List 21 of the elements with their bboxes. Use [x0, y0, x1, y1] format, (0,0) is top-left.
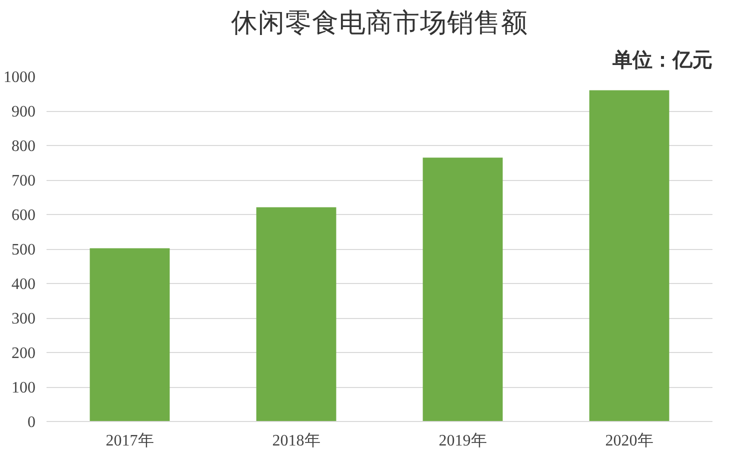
text: 单位：亿元: [612, 48, 712, 72]
chart-title: 休闲零食电商市场销售额: [231, 8, 528, 38]
y-tick-label: 900: [12, 104, 36, 120]
y-tick-label: 100: [12, 380, 36, 396]
bar: [90, 248, 170, 422]
bar: [256, 207, 336, 422]
y-tick-label: 300: [12, 310, 36, 328]
y-tick-label: 400: [12, 276, 36, 293]
x-tick-label: 2017年: [106, 432, 154, 450]
bar: [422, 158, 503, 422]
y-tick-label: 0: [28, 414, 36, 431]
x-tick-label: 2019年: [438, 432, 487, 450]
y-tick-label: 1000: [4, 69, 36, 86]
bar: [589, 90, 670, 422]
x-tick-label: 2018年: [272, 432, 320, 450]
y-tick-label: 500: [12, 242, 36, 258]
y-tick-label: 700: [12, 172, 36, 190]
y-tick-label: 800: [12, 138, 36, 155]
x-tick-label: 2020年: [605, 432, 654, 450]
y-tick-label: 600: [12, 207, 36, 224]
y-tick-label: 200: [12, 345, 36, 362]
